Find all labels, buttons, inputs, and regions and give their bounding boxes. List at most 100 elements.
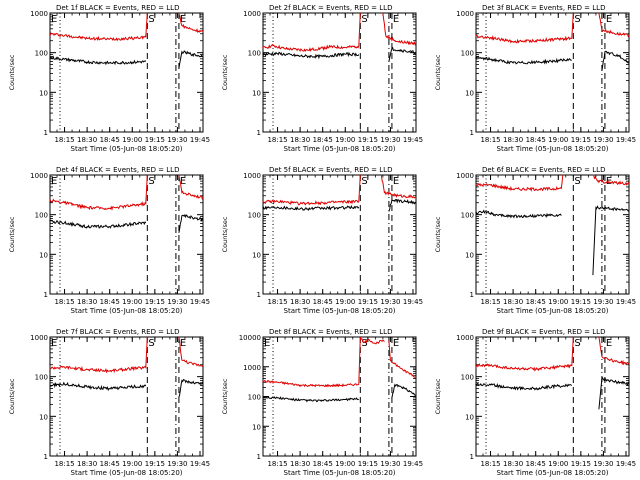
series-events-line — [178, 378, 204, 398]
series-events-line — [262, 396, 360, 403]
chart-title: Det 9f BLACK = Events, RED = LLD — [482, 328, 605, 336]
x-tick-label: 18:45 — [100, 298, 120, 306]
x-tick-label: 18:45 — [313, 460, 333, 468]
corner-label: E — [51, 338, 57, 349]
x-tick-label: 18:45 — [313, 298, 333, 306]
x-tick-label: 19:00 — [335, 298, 355, 306]
x-tick-label: 18:15 — [267, 460, 287, 468]
x-tick-label: 19:45 — [616, 136, 636, 144]
x-tick-label: 18:15 — [267, 298, 287, 306]
y-tick-label: 10 — [252, 251, 261, 259]
plot-frame — [262, 174, 417, 295]
x-tick-label: 18:30 — [503, 298, 523, 306]
series-lld-line — [380, 174, 417, 199]
x-tick-label: 18:45 — [100, 460, 120, 468]
x-tick-label: 18:15 — [54, 298, 74, 306]
series-events-line — [49, 219, 147, 229]
y-axis-label: Counts/sec — [434, 54, 442, 90]
y-tick-label: 1 — [257, 129, 261, 137]
y-axis-label: Counts/sec — [8, 216, 16, 252]
y-tick-label: 1000 — [30, 172, 48, 180]
series-events-line — [592, 205, 630, 276]
marker-label: E — [606, 176, 612, 187]
x-tick-label: 18:45 — [100, 136, 120, 144]
marker-label: S — [148, 14, 154, 25]
series-events-line — [388, 198, 417, 212]
plot-frame — [475, 12, 630, 133]
plot-frame — [262, 12, 417, 133]
x-axis-label: Start Time (05-Jun-08 18:05:20) — [71, 469, 183, 477]
chart-panel-det-4: Det 4f BLACK = Events, RED = LLD 1 10 100 10… — [8, 166, 210, 315]
chart-panel-det-2: Det 2f BLACK = Events, RED = LLD 1 10 100 10… — [221, 4, 423, 153]
chart-panel-det-7: Det 7f BLACK = Events, RED = LLD 1 10 100 10… — [8, 328, 210, 477]
x-tick-label: 18:30 — [503, 136, 523, 144]
x-axis-label: Start Time (05-Jun-08 18:05:20) — [284, 307, 396, 315]
y-tick-label: 1000 — [243, 10, 261, 18]
x-tick-label: 19:30 — [380, 136, 400, 144]
x-tick-label: 18:15 — [54, 136, 74, 144]
y-tick-label: 1000 — [243, 172, 261, 180]
x-tick-label: 18:45 — [526, 136, 546, 144]
x-tick-label: 19:45 — [403, 136, 423, 144]
x-tick-label: 19:30 — [593, 136, 613, 144]
y-tick-label: 1000 — [456, 172, 474, 180]
marker-label: S — [574, 14, 580, 25]
series-events-line — [262, 51, 360, 60]
y-tick-label: 1000 — [456, 10, 474, 18]
y-tick-label: 10000 — [239, 334, 261, 342]
corner-label: E — [51, 14, 57, 25]
chart-panel-det-5: Det 5f BLACK = Events, RED = LLD 1 10 100 10… — [221, 166, 423, 315]
x-tick-label: 19:30 — [593, 460, 613, 468]
y-tick-label: 1 — [44, 453, 48, 461]
x-tick-label: 19:15 — [358, 298, 378, 306]
y-axis-label: Counts/sec — [8, 54, 16, 90]
x-tick-label: 19:45 — [190, 298, 210, 306]
x-tick-label: 19:00 — [548, 460, 568, 468]
marker-label: E — [180, 338, 186, 349]
x-tick-label: 19:15 — [571, 136, 591, 144]
x-tick-label: 19:45 — [190, 460, 210, 468]
series-lld-line — [262, 174, 361, 206]
y-tick-label: 1 — [257, 291, 261, 299]
x-tick-label: 19:45 — [403, 460, 423, 468]
chart-panel-det-3: Det 3f BLACK = Events, RED = LLD 1 10 100 10… — [434, 4, 636, 153]
marker-label: E — [393, 14, 399, 25]
marker-label: E — [180, 14, 186, 25]
x-tick-label: 19:30 — [167, 460, 187, 468]
x-tick-label: 18:45 — [526, 460, 546, 468]
marker-label: S — [574, 176, 580, 187]
y-tick-label: 100 — [35, 50, 48, 58]
series-lld-line — [475, 12, 574, 44]
y-axis-label: Counts/sec — [221, 378, 229, 414]
corner-label: E — [51, 176, 57, 187]
chart-title: Det 1f BLACK = Events, RED = LLD — [56, 4, 179, 12]
series-events-line — [178, 213, 204, 233]
marker-label: S — [148, 338, 154, 349]
x-tick-label: 19:15 — [358, 460, 378, 468]
x-tick-label: 19:45 — [616, 460, 636, 468]
series-lld-line — [49, 174, 148, 211]
series-events-line — [388, 46, 417, 62]
x-tick-label: 19:30 — [167, 298, 187, 306]
x-tick-label: 19:15 — [145, 298, 165, 306]
y-tick-label: 10 — [39, 251, 48, 259]
marker-label: S — [574, 338, 580, 349]
series-events-line — [598, 376, 630, 410]
plot-frame — [475, 174, 630, 295]
y-tick-label: 1000 — [30, 334, 48, 342]
y-tick-label: 1 — [44, 291, 48, 299]
chart-title: Det 7f BLACK = Events, RED = LLD — [56, 328, 179, 336]
series-events-line — [49, 55, 147, 66]
series-lld-line — [262, 12, 361, 52]
x-tick-label: 18:30 — [77, 298, 97, 306]
y-tick-label: 1 — [470, 291, 474, 299]
x-tick-label: 19:15 — [571, 460, 591, 468]
series-lld-line — [178, 336, 204, 367]
y-tick-label: 10 — [465, 413, 474, 421]
plot-frame — [49, 174, 204, 295]
chart-title: Det 5f BLACK = Events, RED = LLD — [269, 166, 392, 174]
y-axis-label: Counts/sec — [221, 54, 229, 90]
series-lld-line — [49, 12, 148, 42]
y-tick-label: 100 — [248, 394, 261, 402]
y-tick-label: 100 — [461, 50, 474, 58]
